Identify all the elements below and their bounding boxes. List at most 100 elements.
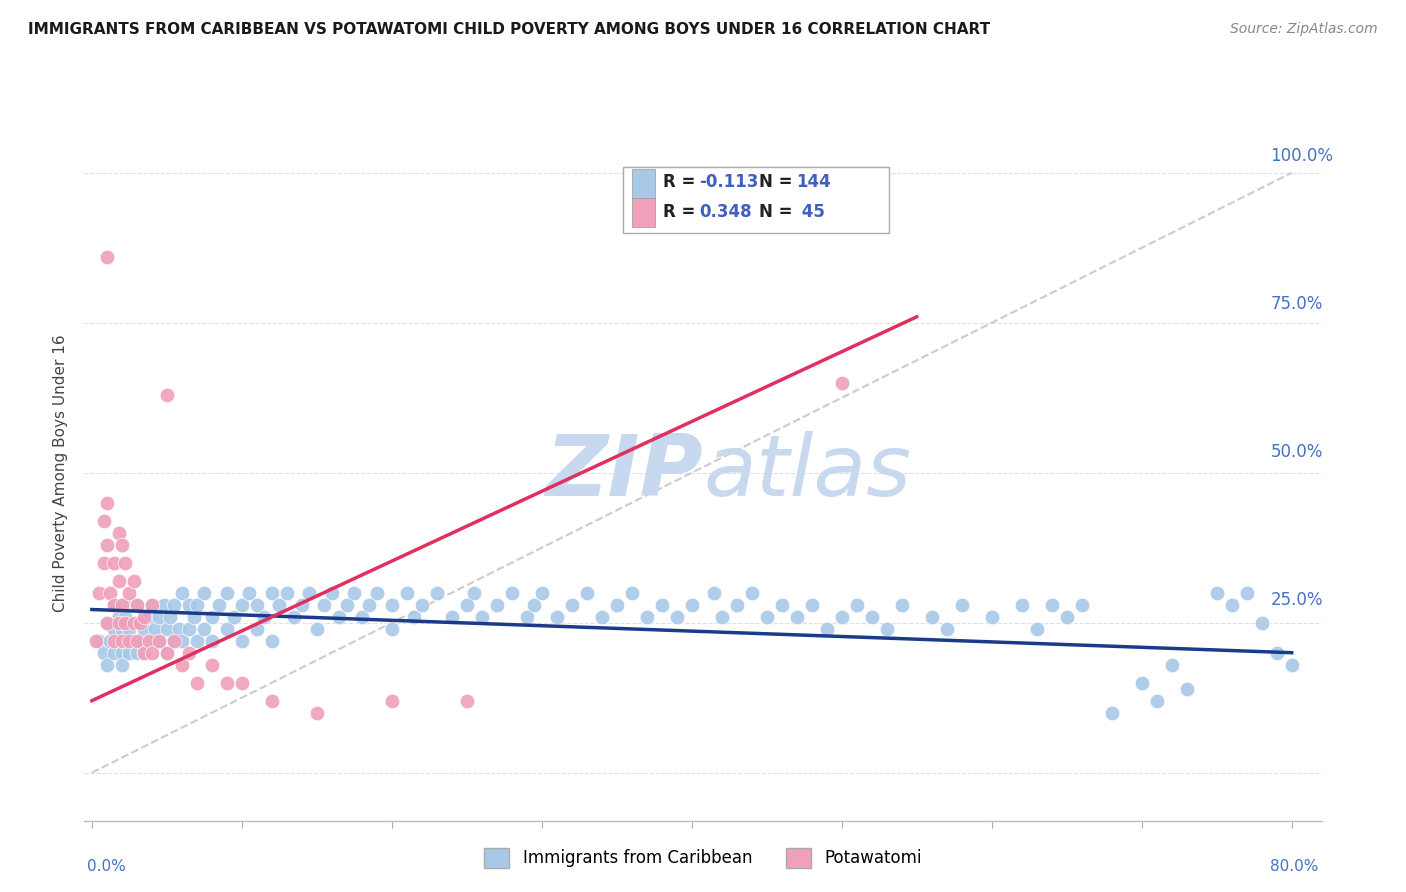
Point: [204, 598, 226, 612]
Point: [184, 515, 207, 529]
Point: [806, 574, 828, 588]
Point: [177, 609, 200, 624]
Point: [195, 585, 218, 599]
Point: [184, 473, 207, 487]
Point: [554, 585, 576, 599]
Point: [238, 598, 260, 612]
Point: [277, 632, 299, 647]
Text: ZIP: ZIP: [562, 409, 721, 492]
Point: [845, 574, 868, 588]
Point: [911, 585, 934, 599]
Point: [436, 598, 458, 612]
Point: [221, 609, 243, 624]
Point: [350, 585, 373, 599]
Point: [456, 585, 478, 599]
Point: [779, 574, 801, 588]
Point: [197, 574, 219, 588]
Point: [184, 632, 207, 647]
Point: [363, 562, 385, 576]
Point: [243, 574, 266, 588]
Point: [197, 609, 219, 624]
Point: [461, 574, 484, 588]
Point: [243, 609, 266, 624]
Point: [195, 549, 218, 564]
Point: [309, 562, 332, 576]
Legend: Immigrants from Caribbean, Potawatomi: Immigrants from Caribbean, Potawatomi: [478, 841, 928, 875]
Point: [699, 574, 721, 588]
Point: [250, 562, 273, 576]
Point: [422, 562, 444, 576]
Point: [231, 585, 253, 599]
Point: [963, 585, 986, 599]
Point: [224, 609, 246, 624]
Point: [224, 574, 246, 588]
Point: [290, 650, 312, 665]
Point: [218, 621, 240, 635]
Point: [211, 609, 233, 624]
Point: [211, 574, 233, 588]
Y-axis label: Child Poverty Among Boys Under 16: Child Poverty Among Boys Under 16: [53, 311, 69, 590]
Point: [195, 609, 218, 624]
Point: [277, 585, 299, 599]
Point: [263, 609, 285, 624]
Point: [527, 574, 550, 588]
Point: [218, 621, 240, 635]
Point: [502, 668, 524, 682]
Point: [1029, 585, 1052, 599]
Point: [323, 585, 346, 599]
Text: atlas: atlas: [721, 409, 928, 492]
Point: [240, 585, 263, 599]
Point: [1175, 574, 1198, 588]
Point: [515, 585, 537, 599]
Point: [257, 574, 280, 588]
Point: [316, 574, 339, 588]
Point: [872, 598, 894, 612]
Point: [633, 574, 655, 588]
Point: [436, 574, 458, 588]
Point: [1227, 632, 1250, 647]
Point: [208, 591, 231, 606]
Point: [725, 585, 748, 599]
Point: [211, 574, 233, 588]
Point: [1161, 562, 1184, 576]
Point: [673, 574, 696, 588]
Text: N =: N =: [769, 154, 808, 172]
Point: [257, 598, 280, 612]
Point: [686, 585, 709, 599]
Point: [1004, 598, 1026, 612]
Point: [831, 585, 853, 599]
Point: [1135, 657, 1157, 671]
Point: [593, 574, 616, 588]
Point: [277, 609, 299, 624]
FancyBboxPatch shape: [658, 151, 678, 179]
Point: [200, 591, 222, 606]
Point: [191, 533, 214, 547]
Point: [184, 230, 207, 244]
Point: [329, 668, 352, 682]
Point: [304, 650, 326, 665]
Point: [200, 609, 222, 624]
Point: [191, 574, 214, 588]
Point: [620, 585, 643, 599]
Point: [221, 609, 243, 624]
Point: [561, 574, 583, 588]
Point: [389, 585, 412, 599]
Point: [204, 574, 226, 588]
Point: [197, 515, 219, 529]
Point: [1201, 591, 1223, 606]
Point: [250, 632, 273, 647]
Point: [316, 598, 339, 612]
Point: [191, 574, 214, 588]
Text: 0.0%: 0.0%: [87, 859, 127, 874]
Point: [243, 609, 266, 624]
Point: [208, 609, 231, 624]
Point: [197, 574, 219, 588]
Point: [224, 574, 246, 588]
Point: [224, 621, 246, 635]
Point: [607, 562, 630, 576]
Point: [181, 533, 204, 547]
FancyBboxPatch shape: [650, 148, 884, 213]
Point: [257, 621, 280, 635]
Text: N =: N =: [769, 184, 808, 202]
Point: [187, 562, 209, 576]
